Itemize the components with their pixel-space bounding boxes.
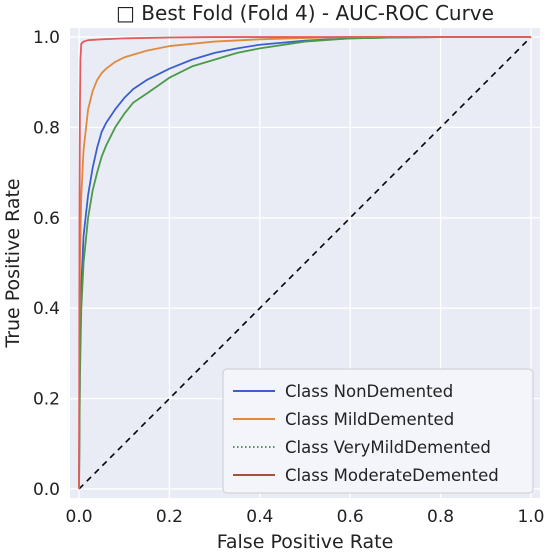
x-tick-label: 1.0 xyxy=(517,507,544,527)
legend-label: Class NonDemented xyxy=(285,382,453,401)
x-tick-label: 0.2 xyxy=(156,507,183,527)
legend-label: Class VeryMildDemented xyxy=(285,438,491,457)
y-tick-label: 0.6 xyxy=(33,209,60,229)
x-tick-label: 0.6 xyxy=(337,507,364,527)
x-tick-label: 0.4 xyxy=(246,507,273,527)
x-axis-label: False Positive Rate xyxy=(217,531,394,553)
x-tick-label: 0.0 xyxy=(66,507,93,527)
y-tick-labels: 0.0 0.2 0.4 0.6 0.8 1.0 xyxy=(33,28,60,500)
x-tick-label: 0.8 xyxy=(427,507,454,527)
y-tick-label: 0.8 xyxy=(33,118,60,138)
legend-box xyxy=(222,368,534,494)
reference-diagonal xyxy=(78,36,532,490)
y-tick-label: 0.2 xyxy=(33,390,60,410)
series-line-verymilddemented xyxy=(78,36,531,489)
series-group xyxy=(78,36,531,489)
reference-diagonal-group xyxy=(78,36,532,490)
legend-label: Class ModerateDemented xyxy=(285,466,499,485)
grid xyxy=(70,28,540,498)
legend-label: Class MildDemented xyxy=(285,410,454,429)
legend: Class NonDemented Class MildDemented Class… xyxy=(222,368,534,494)
y-tick-label: 1.0 xyxy=(33,28,60,48)
y-axis-label: True Positive Rate xyxy=(2,178,24,348)
x-tick-labels: 0.0 0.2 0.4 0.6 0.8 1.0 xyxy=(66,507,545,527)
y-tick-label: 0.0 xyxy=(33,480,60,500)
series-line-moderatedemented xyxy=(78,36,531,489)
series-line-milddemented xyxy=(78,36,531,489)
y-tick-label: 0.4 xyxy=(33,299,60,319)
chart-title: □ Best Fold (Fold 4) - AUC-ROC Curve xyxy=(116,1,494,25)
